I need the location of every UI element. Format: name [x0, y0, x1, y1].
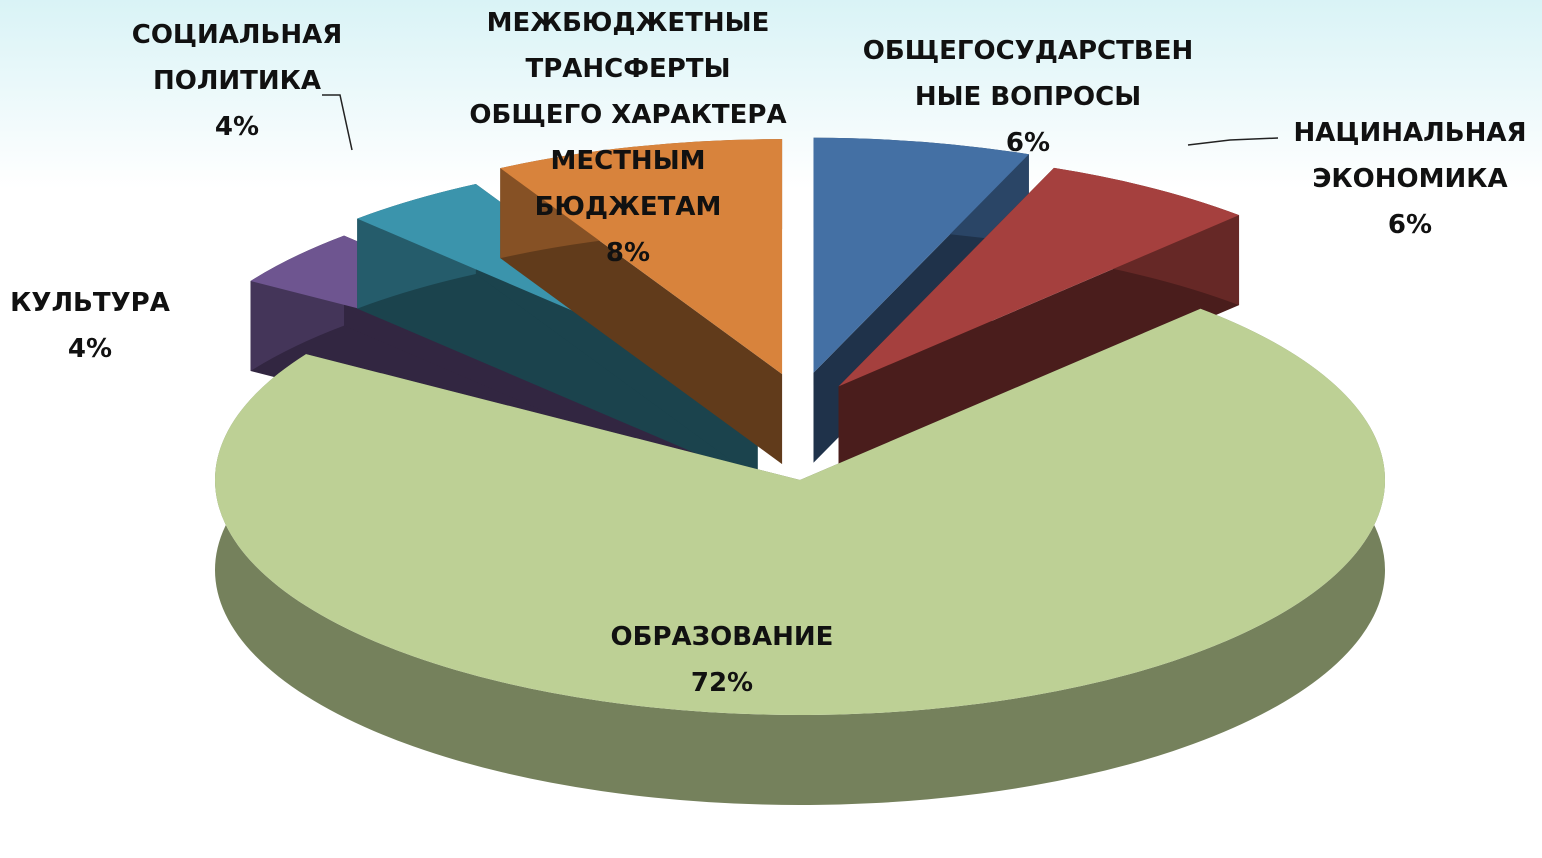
value-label: 6% — [1005, 128, 1051, 158]
slice — [214, 308, 1385, 805]
category-label: НАЦИНАЛЬНАЯ ЭКОНОМИКА — [1293, 118, 1527, 194]
data-label: ОБЩЕГОСУДАРСТВЕННЫЕ ВОПРОСЫ 6% — [858, 28, 1198, 166]
category-label: ОБРАЗОВАНИЕ — [610, 622, 834, 652]
category-label: СОЦИАЛЬНАЯ ПОЛИТИКА — [131, 20, 343, 96]
slice — [500, 139, 783, 465]
leader-line — [1187, 137, 1279, 146]
slice-top — [214, 308, 1385, 715]
data-label: НАЦИНАЛЬНАЯ ЭКОНОМИКА 6% — [1270, 110, 1542, 248]
category-label: МЕЖБЮДЖЕТНЫЕ ТРАНСФЕРТЫ ОБЩЕГО ХАРАКТЕРА… — [469, 8, 787, 222]
leader-line — [322, 94, 353, 151]
data-label: МЕЖБЮДЖЕТНЫЕ ТРАНСФЕРТЫ ОБЩЕГО ХАРАКТЕРА… — [458, 0, 798, 276]
slice-side — [357, 218, 758, 480]
value-label: 6% — [1387, 210, 1433, 240]
value-label: 4% — [214, 112, 260, 142]
data-label: ОБРАЗОВАНИЕ 72% — [552, 614, 892, 706]
slice-top — [813, 137, 1029, 373]
data-label: СОЦИАЛЬНАЯ ПОЛИТИКА 4% — [107, 12, 367, 150]
value-label: 8% — [605, 238, 651, 268]
value-label: 72% — [690, 668, 754, 698]
slice — [838, 167, 1240, 477]
slice-top — [500, 139, 783, 375]
data-label: КУЛЬТУРА 4% — [0, 280, 190, 372]
category-label: ОБЩЕГОСУДАРСТВЕННЫЕ ВОПРОСЫ — [862, 36, 1194, 112]
slice-top — [838, 167, 1240, 387]
slice-side — [838, 215, 1240, 477]
category-label: КУЛЬТУРА — [10, 288, 170, 318]
value-label: 4% — [67, 334, 113, 364]
